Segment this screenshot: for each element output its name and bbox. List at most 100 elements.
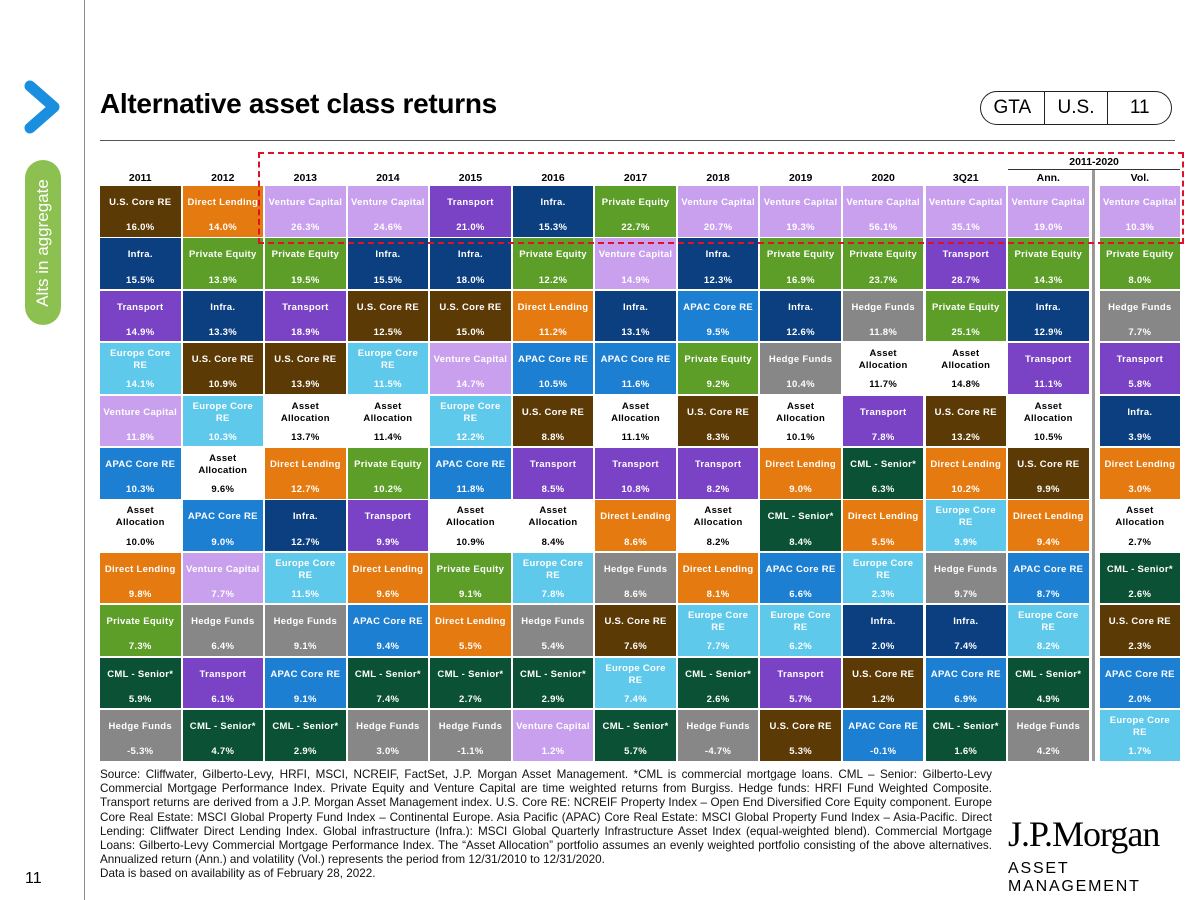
table-cell: Transport 8.2% (677, 448, 759, 499)
cell-asset-name: Europe Core RE (770, 610, 831, 634)
cell-return-value: 10.3% (1125, 222, 1155, 234)
column-header: Vol. (1130, 172, 1150, 184)
cell-asset-name: Direct Lending (1104, 459, 1176, 470)
table-cell: Infra. 13.3% (182, 290, 264, 342)
cell-asset-name: U.S. Core RE (521, 406, 585, 418)
table-cell: Transport 14.9% (100, 290, 181, 342)
cell-asset-name: Hedge Funds (686, 721, 750, 732)
cell-asset-name: Venture Capital (681, 197, 755, 208)
table-cell: Infra. 12.9% (1008, 290, 1089, 342)
cell-asset-name: Infra. (375, 249, 401, 261)
cell-return-value: 28.7% (951, 274, 980, 286)
table-cell: Hedge Funds -5.3% (100, 710, 181, 761)
cell-asset-name: U.S. Core RE (852, 668, 915, 680)
cell-asset-name: Private Equity (106, 616, 175, 628)
cell-return-value: 11.1% (621, 431, 650, 443)
cell-return-value: 12.9% (1034, 327, 1063, 339)
table-cell: Private Equity 8.0% (1099, 238, 1181, 289)
cell-asset-name: U.S. Core RE (1017, 459, 1080, 470)
table-cell: Infra. 15.5% (347, 238, 429, 289)
table-cell: Transport 9.9% (347, 500, 429, 551)
table-cell: Asset Allocation 11.1% (595, 395, 676, 447)
cell-return-value: 14.9% (621, 274, 650, 286)
table-cell: Hedge Funds 5.4% (512, 605, 594, 656)
section-tab[interactable]: Alts in aggregate (25, 160, 61, 325)
cell-return-value: 2.6% (706, 693, 730, 705)
cell-return-value: 6.2% (789, 641, 813, 653)
cell-return-value: 23.7% (868, 274, 898, 286)
table-cell: Asset Allocation 10.0% (100, 500, 181, 551)
table-cell: U.S. Core RE 10.9% (182, 343, 264, 394)
cell-return-value: 21.0% (456, 222, 485, 234)
cell-return-value: 10.9% (208, 379, 238, 391)
section-tab-label: Alts in aggregate (33, 178, 52, 307)
cell-return-value: 7.8% (541, 589, 565, 601)
cell-asset-name: Hedge Funds (191, 616, 255, 628)
column-header: 2013 (293, 172, 318, 184)
cell-return-value: 6.4% (211, 641, 235, 653)
cell-return-value: 11.7% (869, 379, 898, 391)
cell-asset-name: Infra. (623, 301, 649, 313)
cell-return-value: 11.4% (373, 431, 402, 443)
cell-return-value: 14.7% (456, 379, 485, 391)
cell-asset-name: Transport (364, 511, 412, 523)
cell-asset-name: CML - Senior* (272, 721, 339, 732)
cell-return-value: 7.7% (706, 641, 730, 653)
table-cell: U.S. Core RE 13.9% (265, 343, 346, 394)
table-cell: U.S. Core RE 7.6% (595, 605, 676, 656)
cell-return-value: 5.5% (459, 641, 482, 653)
table-cell: Private Equity 25.1% (925, 290, 1006, 342)
cell-return-value: 9.0% (789, 484, 813, 496)
cell-asset-name: CML - Senior* (602, 721, 669, 732)
cell-return-value: 7.6% (624, 641, 647, 653)
group-header: 2011-2020 (1069, 156, 1119, 168)
table-cell: Asset Allocation 13.7% (265, 395, 346, 447)
group-header-rule (1008, 169, 1181, 170)
table-cell: CML - Senior* 7.4% (347, 657, 429, 709)
table-cell: Europe Core RE 9.9% (925, 500, 1006, 551)
cell-return-value: 5.8% (1128, 379, 1152, 391)
cell-return-value: 16.0% (126, 222, 155, 234)
cell-return-value: 8.2% (706, 536, 730, 548)
cell-asset-name: Direct Lending (765, 459, 836, 470)
cell-return-value: 8.0% (1128, 274, 1152, 286)
cell-return-value: 2.3% (871, 589, 895, 601)
cell-return-value: 10.0% (126, 536, 155, 548)
cell-return-value: 2.3% (1128, 641, 1152, 653)
table-cell: Venture Capital 14.7% (430, 343, 511, 394)
table-cell: Hedge Funds 3.0% (347, 710, 429, 761)
cell-return-value: 7.4% (376, 693, 400, 705)
table-cell: Venture Capital 19.3% (760, 186, 841, 237)
table-cell: Private Equity 14.3% (1008, 238, 1089, 289)
cell-return-value: 3.0% (1128, 484, 1152, 496)
cell-return-value: 22.7% (621, 222, 650, 234)
cell-return-value: 2.9% (541, 693, 565, 705)
table-cell: Europe Core RE 7.7% (677, 605, 759, 656)
table-cell: Asset Allocation 14.8% (925, 343, 1006, 394)
cell-asset-name: Infra. (1127, 406, 1153, 418)
cell-asset-name: APAC Core RE (270, 668, 341, 680)
cell-asset-name: Transport (282, 301, 329, 313)
cell-return-value: 35.1% (951, 222, 980, 234)
table-cell: Asset Allocation 9.6% (182, 448, 264, 499)
cell-return-value: 11.8% (869, 327, 898, 339)
cell-return-value: 10.5% (1034, 431, 1063, 443)
table-cell: Europe Core RE 11.5% (347, 343, 429, 394)
cell-asset-name: Direct Lending (352, 563, 424, 575)
table-cell: Transport 5.7% (760, 657, 841, 709)
cell-asset-name: Direct Lending (104, 563, 176, 575)
table-cell: Asset Allocation 10.9% (430, 500, 511, 551)
cell-return-value: 14.8% (951, 379, 980, 391)
table-cell: Hedge Funds 8.6% (595, 552, 676, 604)
table-cell: APAC Core RE 11.8% (430, 448, 511, 499)
table-cell: APAC Core RE -0.1% (842, 710, 924, 761)
table-cell: CML - Senior* 2.9% (265, 710, 346, 761)
table-cell: Europe Core RE 6.2% (760, 605, 841, 656)
cell-asset-name: Infra. (705, 249, 731, 261)
cell-asset-name: Private Equity (271, 249, 340, 261)
cell-asset-name: Europe Core RE (275, 557, 336, 581)
cell-return-value: 18.9% (291, 327, 320, 339)
table-cell: Transport 8.5% (512, 448, 594, 499)
table-cell: Transport 7.8% (842, 395, 924, 447)
cell-asset-name: CML - Senior* (850, 459, 917, 470)
